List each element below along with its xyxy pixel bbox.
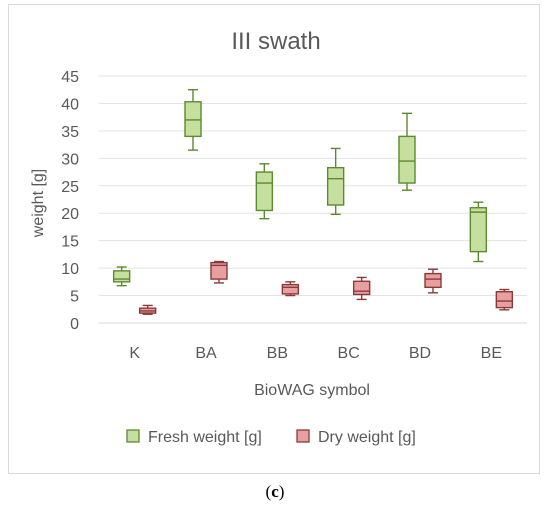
y-tick-label-10: 10 <box>61 261 79 278</box>
iqr-box-dry-bc <box>352 280 371 296</box>
caption-letter: c <box>271 482 279 501</box>
x-tick-label-bd: BD <box>409 345 431 362</box>
x-tick-label-bb: BB <box>267 345 288 362</box>
box-fresh-bb <box>255 163 274 220</box>
box-dry-be <box>495 288 514 311</box>
y-tick-label-40: 40 <box>61 96 79 113</box>
x-tick-label-bc: BC <box>338 345 360 362</box>
box-fresh-ba <box>184 89 202 151</box>
chart-title: III swath <box>231 28 320 55</box>
iqr-box-fresh-bd <box>398 135 416 184</box>
series-dry-weight <box>138 260 514 315</box>
box-fresh-be <box>469 201 488 263</box>
iqr-box-fresh-bb <box>255 171 274 212</box>
y-tick-label-45: 45 <box>61 69 79 86</box>
y-tick-label-25: 25 <box>61 179 79 196</box>
legend: Fresh weight [g] Dry weight [g] <box>126 429 416 446</box>
box-fresh-k <box>112 266 131 287</box>
legend-swatch-dry-weight <box>296 429 310 443</box>
box-fresh-bd <box>398 112 416 191</box>
y-tick-label-30: 30 <box>61 151 79 168</box>
iqr-box-dry-bb <box>281 283 300 295</box>
x-axis-ticks: K BA BB BC BD BE <box>129 345 502 362</box>
y-tick-label-5: 5 <box>70 289 79 306</box>
legend-label-dry-weight: Dry weight [g] <box>318 429 416 446</box>
y-tick-label-15: 15 <box>61 234 79 251</box>
x-tick-label-ba: BA <box>195 345 217 362</box>
box-dry-bc <box>352 276 371 301</box>
y-tick-label-35: 35 <box>61 124 79 141</box>
x-axis-title: BioWAG symbol <box>254 382 370 399</box>
y-axis-ticks: 0 5 10 15 20 25 30 35 40 45 <box>61 69 79 333</box>
x-tick-label-k: K <box>129 345 140 362</box>
box-plot-series <box>112 89 514 315</box>
legend-swatch-fresh-weight <box>126 429 140 443</box>
y-tick-label-20: 20 <box>61 206 79 223</box>
y-axis-title: weight [g] <box>30 169 47 238</box>
caption-close: ) <box>278 482 285 501</box>
gridlines <box>99 75 527 324</box>
iqr-box-fresh-k <box>112 270 131 283</box>
chart-svg: III swath 0 5 10 15 20 25 30 35 40 45 K BA BB BC BD BE… <box>30 28 527 446</box>
box-fresh-bc <box>326 147 345 216</box>
series-fresh-weight <box>112 89 488 287</box>
legend-label-fresh-weight: Fresh weight [g] <box>148 429 262 446</box>
iqr-box-dry-ba <box>210 261 228 280</box>
iqr-box-fresh-be <box>469 207 488 253</box>
box-dry-bd <box>424 268 442 294</box>
box-dry-ba <box>210 260 228 284</box>
box-dry-bb <box>281 281 300 297</box>
figure-caption: (c) <box>0 482 550 502</box>
iqr-box-fresh-ba <box>184 101 202 138</box>
y-tick-label-0: 0 <box>70 316 79 333</box>
x-tick-label-be: BE <box>481 345 502 362</box>
caption-open: ( <box>265 482 272 501</box>
iqr-box-dry-bd <box>424 272 442 289</box>
chart-area: III swath 0 5 10 15 20 25 30 35 40 45 K BA BB BC BD BE… <box>8 4 540 474</box>
box-dry-k <box>138 304 157 315</box>
iqr-box-fresh-bc <box>326 166 345 206</box>
iqr-box-dry-be <box>495 291 514 309</box>
